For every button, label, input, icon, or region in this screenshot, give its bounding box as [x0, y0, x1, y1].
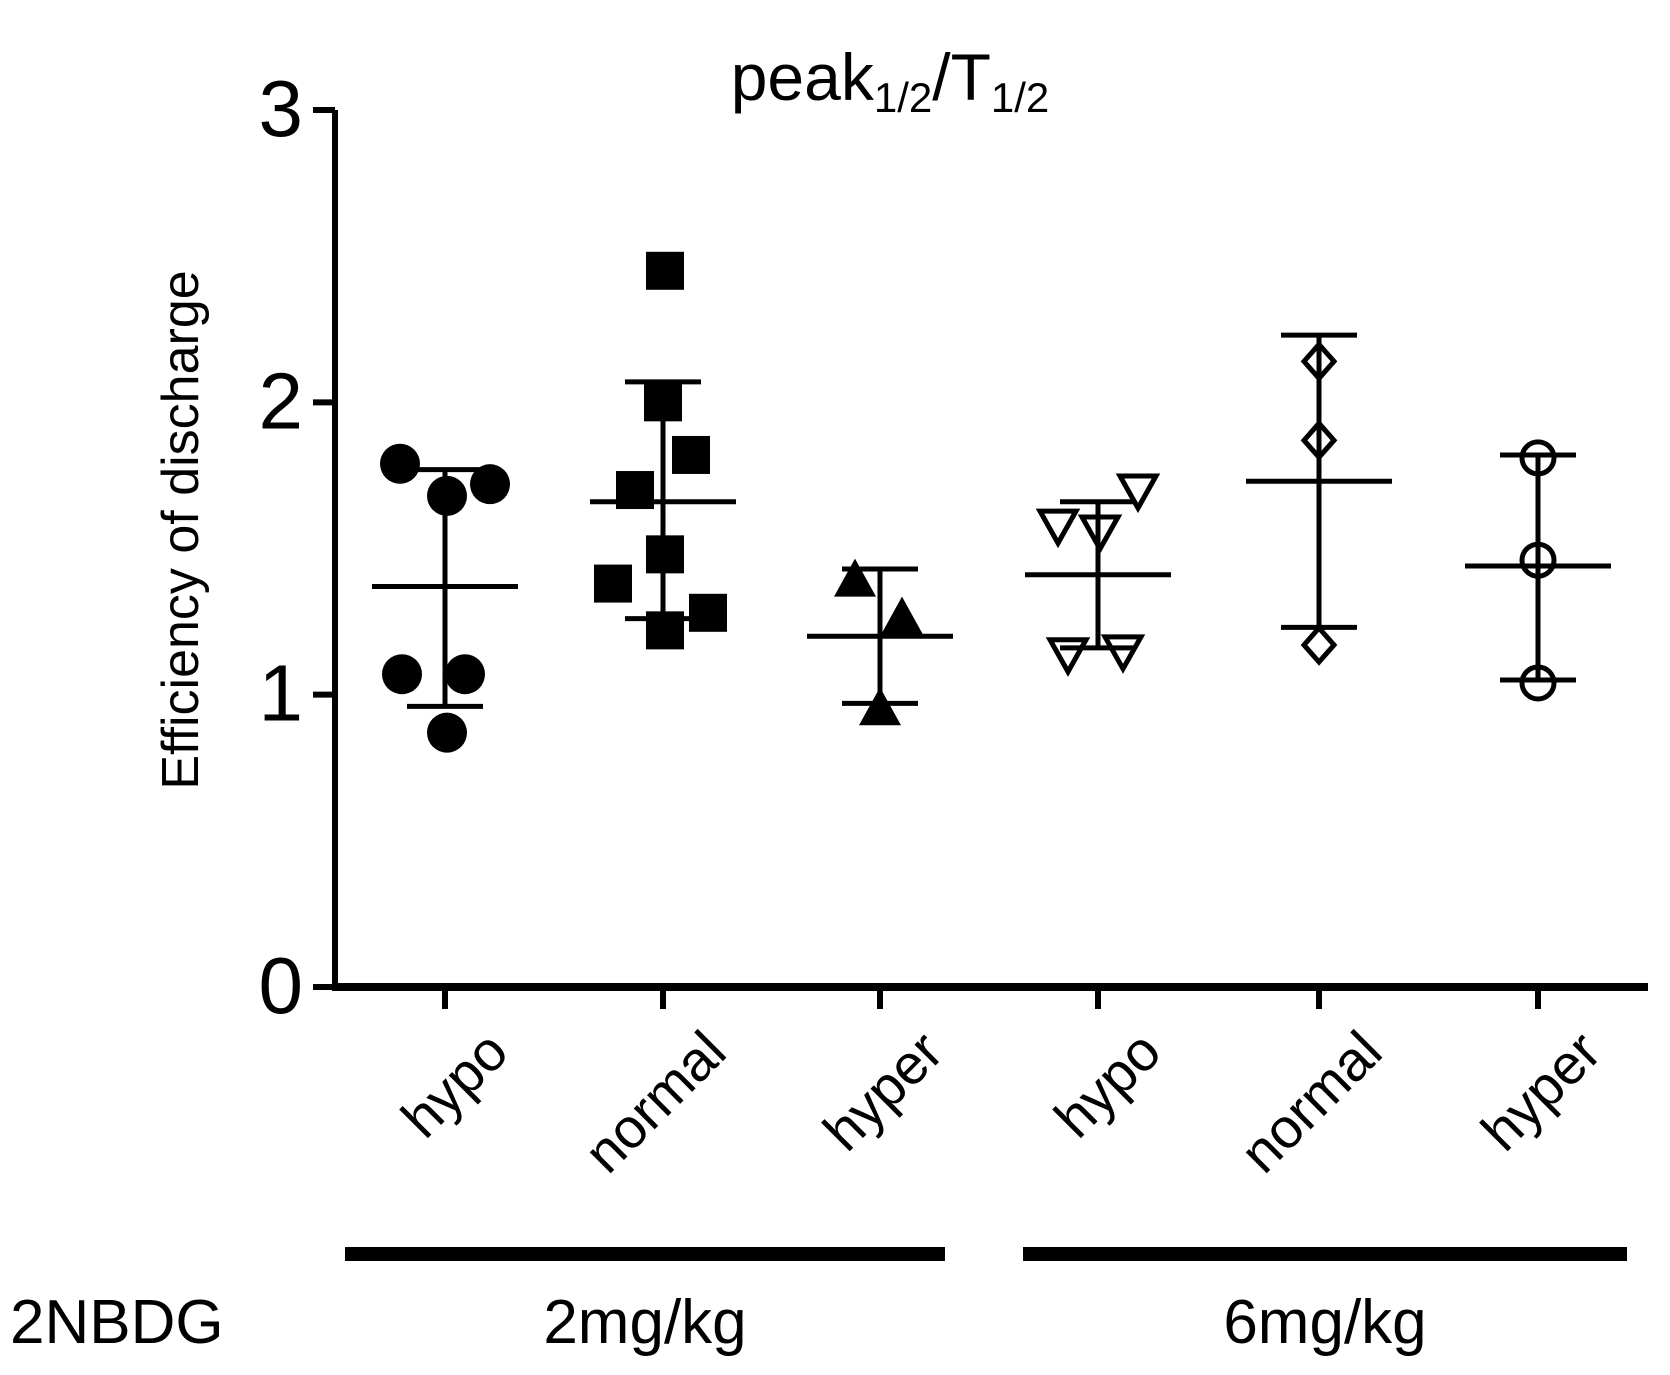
chart-title-sub2: 1/2 [991, 74, 1049, 121]
y-tick-label: 0 [259, 941, 304, 1030]
data-point [859, 687, 901, 726]
axis-labels: 0 1 2 3 hypo normal hyper hypo normal hyper 2mg/kg… [10, 64, 1612, 1357]
data-point [470, 464, 510, 505]
chart-title-sep: /T [932, 40, 991, 114]
group-prefix-label: 2NBDG [10, 1288, 224, 1357]
x-tick-label: normal [1228, 1019, 1394, 1185]
axes [313, 107, 1648, 1261]
data-point [1035, 508, 1081, 549]
data-point [834, 558, 876, 597]
series-group [372, 443, 518, 753]
y-axis-label: Efficiency of discharge [152, 270, 210, 789]
data-point [380, 443, 420, 484]
data-point [1100, 634, 1146, 674]
data-point [672, 435, 710, 474]
data-marks [372, 251, 1611, 753]
x-tick-label: hypo [1042, 1019, 1172, 1149]
data-point [1115, 473, 1161, 514]
chart-title-sub1: 1/2 [874, 74, 932, 121]
data-point [1045, 637, 1091, 677]
series-group [590, 251, 736, 650]
data-point [427, 712, 467, 753]
y-tick-label: 2 [259, 356, 304, 445]
x-tick-label: hypo [389, 1019, 519, 1149]
data-point [689, 593, 727, 632]
x-tick-label: hyper [1469, 1019, 1613, 1163]
series-group [1025, 473, 1171, 677]
data-point [445, 654, 485, 695]
group-label: 2mg/kg [543, 1288, 746, 1357]
y-tick-label: 3 [259, 64, 304, 153]
data-point [646, 251, 684, 290]
chart-title: peak1/2/T1/2 [731, 40, 1050, 121]
data-point [1300, 624, 1338, 666]
group-label: 6mg/kg [1223, 1288, 1426, 1357]
data-point [594, 564, 632, 603]
series-group [807, 558, 953, 726]
series-group [1246, 332, 1392, 666]
chart-title-main: peak [731, 40, 875, 114]
data-point [382, 654, 422, 695]
series-group [1465, 439, 1611, 702]
x-tick-label: normal [572, 1019, 738, 1185]
x-tick-label: hyper [811, 1019, 955, 1163]
y-tick-label: 1 [259, 649, 304, 738]
data-point [881, 596, 923, 635]
